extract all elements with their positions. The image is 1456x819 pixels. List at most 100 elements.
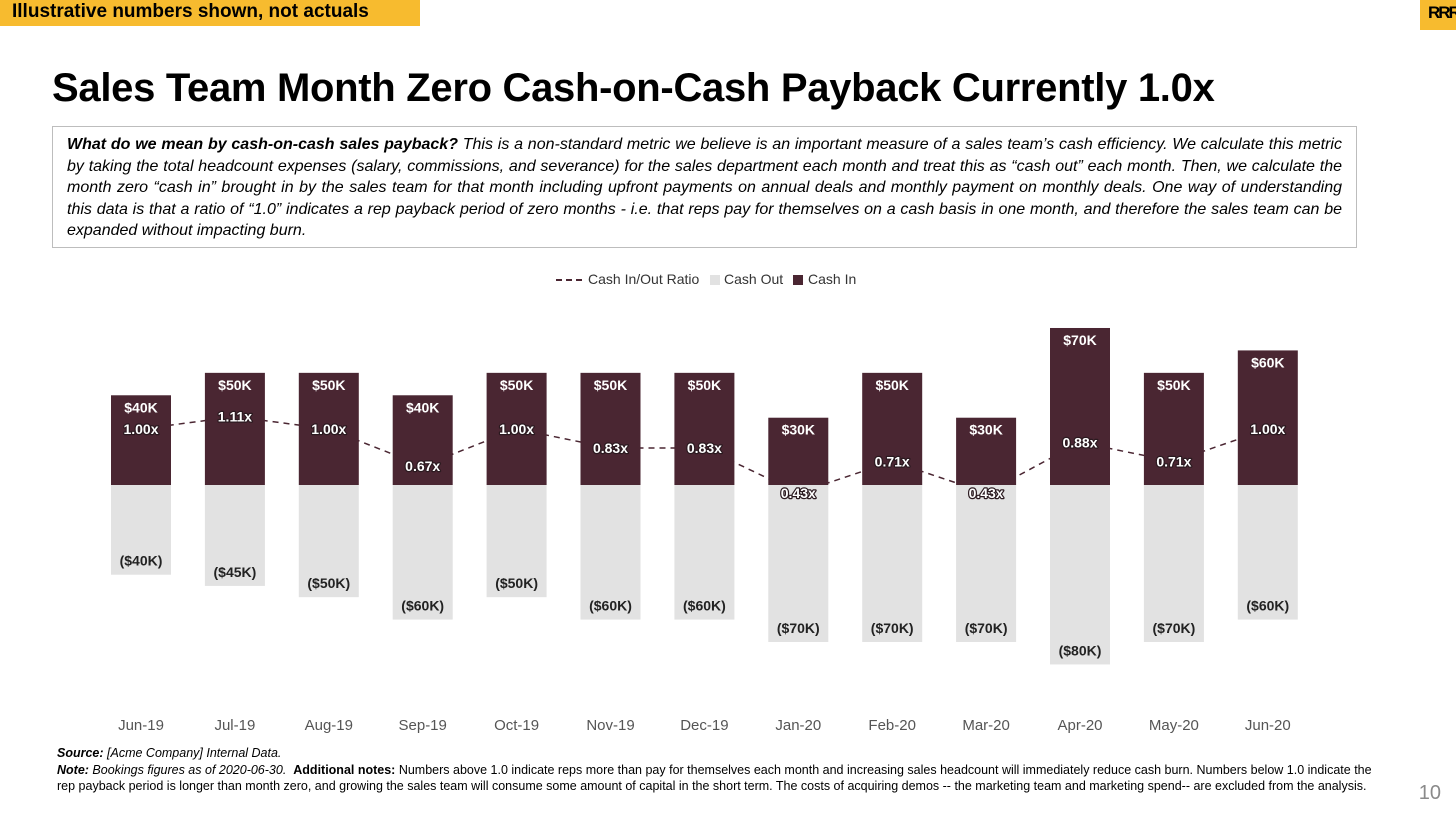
cash-out-bar <box>298 485 359 598</box>
cash-in-bar <box>111 395 171 485</box>
legend-label-cash-out: Cash Out <box>724 271 784 287</box>
definition-box: What do we mean by cash-on-cash sales pa… <box>52 126 1357 248</box>
definition-lead: What do we mean by cash-on-cash sales pa… <box>67 136 458 153</box>
source-text: [Acme Company] Internal Data. <box>103 746 282 760</box>
ratio-line-segment <box>1009 454 1057 481</box>
ratio-label: 1.00x <box>311 421 346 437</box>
ratio-label: 0.71x <box>875 453 910 469</box>
cash-in-bar <box>862 372 923 485</box>
cash-out-bar <box>1050 485 1110 665</box>
note-text: Bookings figures as of 2020-06-30. <box>88 762 287 777</box>
cash-out-label: ($50K) <box>495 575 538 591</box>
x-tick-label: Sep-19 <box>399 717 447 734</box>
ratio-label: 0.43x <box>969 485 1004 501</box>
cash-out-bar <box>1237 485 1298 620</box>
legend-swatch-cash-in <box>793 275 803 285</box>
company-logo: RRR <box>1420 0 1456 30</box>
x-tick-label: Oct-19 <box>494 717 539 734</box>
ratio-line-segment <box>542 433 585 444</box>
ratio-line-segment <box>353 438 398 457</box>
cash-in-label: $60K <box>1251 354 1284 370</box>
additional-label: Additional notes: <box>293 762 396 777</box>
disclaimer-banner: Illustrative numbers shown, not actuals <box>0 0 420 26</box>
cash-out-label: ($70K) <box>1153 620 1196 636</box>
ratio-label: 0.83x <box>687 440 722 456</box>
cash-in-label: $70K <box>1063 332 1096 348</box>
cash-out-bar <box>486 485 547 598</box>
ratio-label: 1.00x <box>1250 421 1285 437</box>
ratio-label: 0.83x <box>593 440 628 456</box>
cash-in-label: $40K <box>406 399 439 415</box>
page-number: 10 <box>1418 782 1441 804</box>
ratio-line-segment <box>447 438 492 457</box>
cash-in-bar <box>1143 372 1204 485</box>
cash-out-label: ($80K) <box>1059 642 1102 658</box>
x-tick-label: Jul-19 <box>214 717 255 734</box>
cash-in-label: $50K <box>594 377 627 393</box>
legend-label-cash-in: Cash In <box>808 271 857 287</box>
cash-in-bar <box>392 395 453 485</box>
cash-in-bar <box>486 372 547 485</box>
ratio-line-segment <box>1199 437 1243 454</box>
ratio-label: 0.43x <box>781 485 816 501</box>
cash-out-bar <box>862 485 923 643</box>
x-tick-label: Mar-20 <box>962 717 1010 734</box>
cash-out-label: ($60K) <box>401 598 444 614</box>
cash-in-label: $50K <box>688 377 721 393</box>
additional-text: Numbers above 1.0 indicate reps more tha… <box>57 762 1372 794</box>
ratio-line-segment <box>823 469 867 485</box>
x-tick-label: Aug-19 <box>305 717 353 734</box>
ratio-label: 1.00x <box>123 421 158 437</box>
cash-in-bar <box>1050 327 1110 485</box>
cash-in-bar <box>204 372 265 485</box>
cash-in-label: $30K <box>969 422 1002 438</box>
cash-out-label: ($70K) <box>871 620 914 636</box>
ratio-label: 0.88x <box>1062 434 1097 450</box>
cash-out-label: ($70K) <box>777 620 820 636</box>
cash-in-label: $40K <box>124 399 157 415</box>
cash-in-label: $50K <box>875 377 908 393</box>
cash-out-bar <box>956 485 1017 643</box>
cash-in-bar <box>768 417 829 485</box>
ratio-line-segment <box>728 458 775 482</box>
cash-out-bar <box>392 485 453 620</box>
cash-out-label: ($45K) <box>214 564 257 580</box>
cash-out-bar <box>204 485 265 586</box>
cash-out-label: ($40K) <box>120 553 163 569</box>
x-tick-label: Jun-20 <box>1245 717 1291 734</box>
ratio-label: 0.67x <box>405 458 440 474</box>
note-label: Note: <box>57 762 89 777</box>
x-tick-label: Dec-19 <box>680 717 728 734</box>
cash-out-label: ($60K) <box>589 598 632 614</box>
cash-out-label: ($50K) <box>307 575 350 591</box>
ratio-line-segment <box>1106 447 1148 457</box>
cash-in-label: $30K <box>782 422 815 438</box>
ratio-line-segment <box>261 419 303 427</box>
ratio-label: 1.11x <box>218 409 252 425</box>
x-tick-label: Apr-20 <box>1057 717 1102 734</box>
cash-in-bar <box>956 417 1017 485</box>
note-line: Note: Bookings figures as of 2020-06-30.… <box>57 762 1387 795</box>
cash-out-label: ($70K) <box>965 620 1008 636</box>
x-tick-label: May-20 <box>1149 717 1199 734</box>
cash-in-bar <box>674 372 735 485</box>
legend-swatch-cash-out <box>710 275 720 285</box>
page-title: Sales Team Month Zero Cash-on-Cash Payba… <box>52 66 1215 110</box>
cash-in-label: $50K <box>218 377 251 393</box>
x-tick-label: Feb-20 <box>868 717 916 734</box>
cash-out-bar <box>674 485 735 620</box>
ratio-line-segment <box>167 419 209 427</box>
legend-dash-swatch <box>556 279 582 281</box>
definition-body: This is a non-standard metric we believe… <box>67 136 1342 240</box>
x-tick-label: Jun-19 <box>118 717 164 734</box>
cash-out-bar <box>111 485 171 575</box>
legend-label-ratio: Cash In/Out Ratio <box>588 271 700 287</box>
cash-in-label: $50K <box>312 377 345 393</box>
ratio-line-segment <box>917 469 961 485</box>
cash-out-bar <box>580 485 641 620</box>
cash-out-bar <box>1143 485 1204 643</box>
cash-out-label: ($60K) <box>1246 598 1289 614</box>
footer-notes: Source: [Acme Company] Internal Data. No… <box>57 745 1387 795</box>
logo-mark: RRR <box>1428 3 1456 22</box>
